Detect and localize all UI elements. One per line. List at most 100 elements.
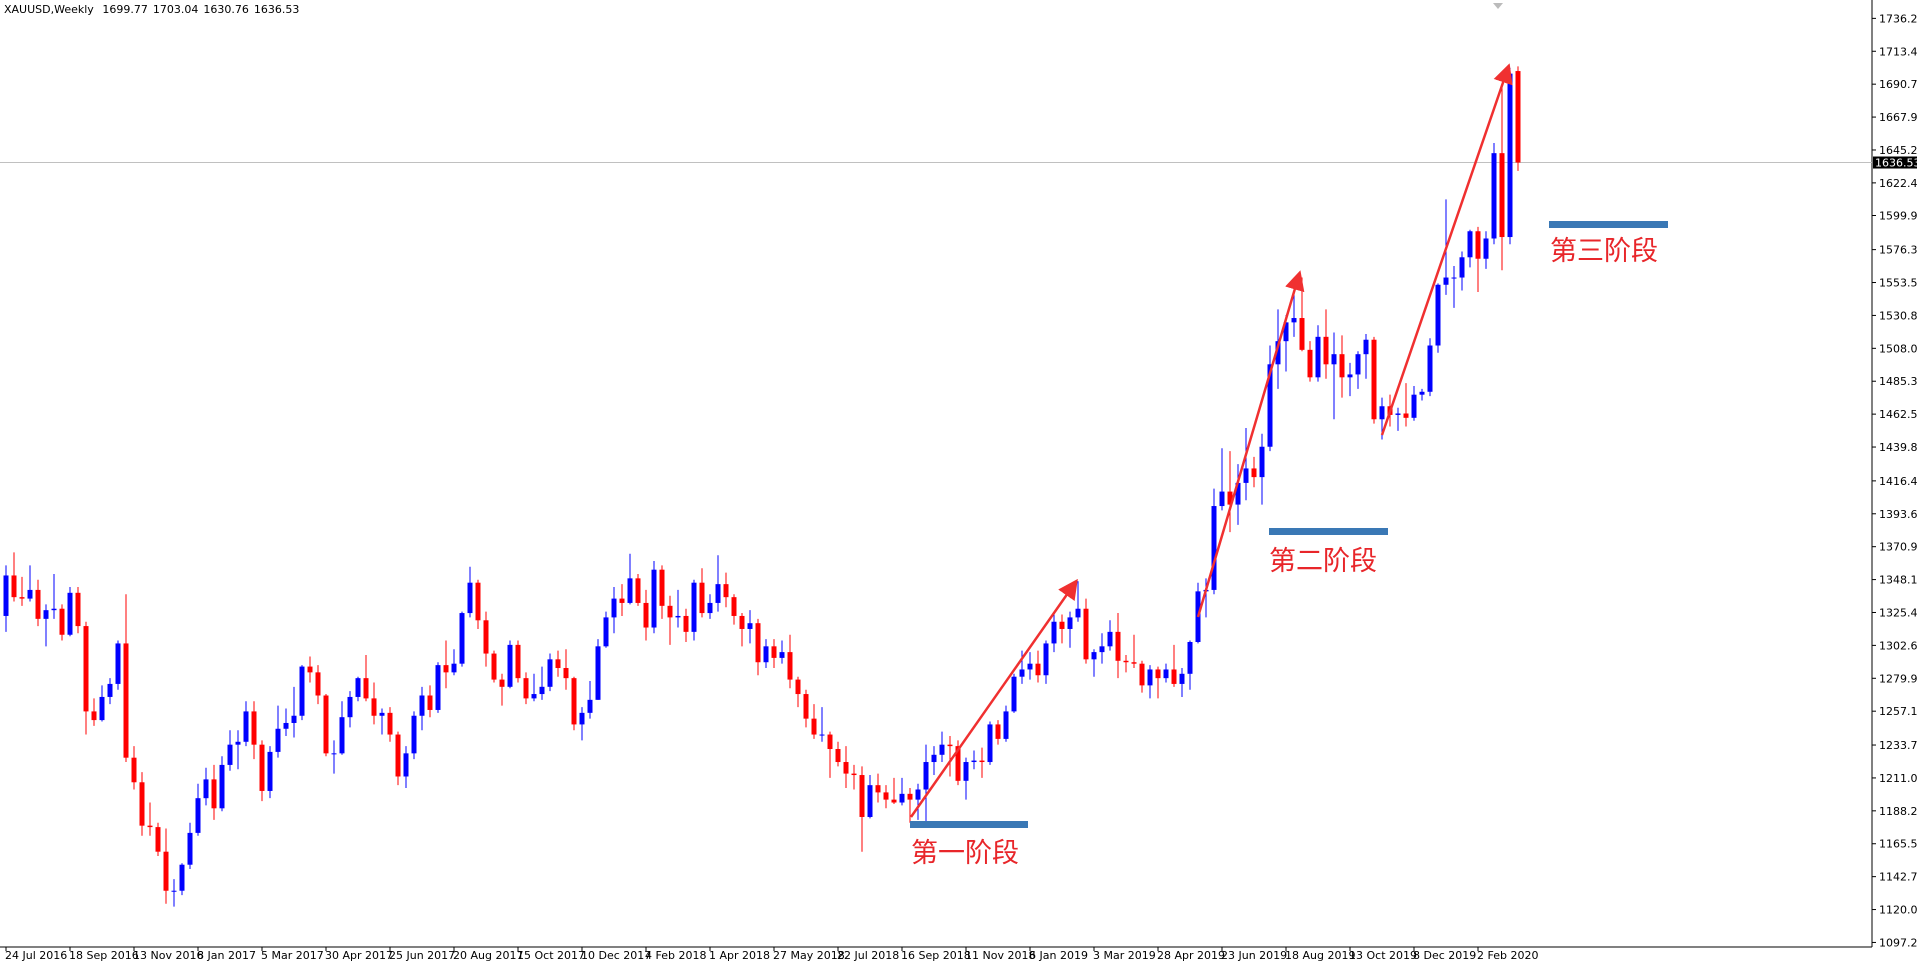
candle-body [1443,277,1449,285]
stage-bar [1269,528,1388,535]
candle-body [723,584,729,598]
candle-body [339,717,345,754]
candle-body [59,608,65,635]
candle-body [1323,336,1329,365]
candle-body [403,753,409,777]
candle-body [595,646,601,700]
x-tick-label: 16 Sep 2018 [901,949,971,962]
y-tick-label: 1142.75 [1879,871,1917,884]
candle-body [483,620,489,654]
x-tick-label: 20 Aug 2017 [453,949,523,962]
candle-body [203,779,209,799]
candle-body [763,646,769,663]
candle-body [267,751,273,791]
candle-body [787,652,793,680]
x-tick-label: 18 Aug 2019 [1285,949,1355,962]
candle-body [1155,669,1161,679]
stage-bar [1549,221,1668,228]
candle-body [523,678,529,699]
x-tick-label: 22 Jul 2018 [837,949,899,962]
candle-body [299,666,305,716]
candle-body [1259,446,1265,478]
candle-body [747,623,753,629]
candle-body [451,663,457,673]
candle-body [803,694,809,719]
candle-body [1467,231,1473,258]
x-tick-label: 13 Oct 2019 [1349,949,1417,962]
candle-body [891,799,897,803]
candle-body [323,695,329,754]
candle-body [667,605,673,618]
candle-body [315,672,321,696]
stage-label: 第二阶段 [1269,546,1377,577]
trend-arrow [1196,270,1305,618]
candle-body [307,666,313,673]
candle-body [1227,491,1233,505]
x-tick-label: 8 Jan 2017 [197,949,256,962]
candle-body [131,757,137,783]
y-tick-label: 1257.15 [1879,705,1917,718]
candle-body [947,744,953,747]
candle-body [355,678,361,697]
trend-arrow [1380,63,1513,436]
candle-body [19,597,25,599]
candle-body [1235,482,1241,505]
x-tick-label: 28 Apr 2019 [1157,949,1225,962]
candle-body [1019,669,1025,677]
candle-body [1307,349,1313,378]
y-tick-label: 1120.00 [1879,904,1917,917]
candle-body [475,582,481,621]
candle-body [651,569,657,628]
candle-body [1059,621,1065,629]
candle-body [1067,617,1073,629]
candle-body [75,592,81,627]
candle-body [91,711,97,721]
candle-body [1403,413,1409,418]
candle-body [531,694,537,699]
candle-body [219,764,225,809]
candle-body [139,782,145,826]
candle-body [171,890,177,892]
candle-body [1147,669,1153,686]
x-tick-label: 10 Dec 2017 [581,949,651,962]
candle-body [459,613,465,664]
candle-body [1491,153,1497,239]
candle-body [707,602,713,614]
stage-bar [910,821,1028,828]
candle-body [1395,413,1401,415]
candle-body [1107,631,1113,647]
candle-body [611,598,617,618]
candle-body [627,578,633,603]
candle-body [1435,284,1441,346]
y-tick-label: 1439.80 [1879,441,1917,454]
candle-body [1483,238,1489,259]
candle-body [963,762,969,781]
candle-body [491,653,497,680]
candle-body [923,762,929,790]
candle-body [155,827,161,852]
candle-body [1211,506,1217,590]
candle-body [1267,364,1273,447]
y-tick-label: 1667.95 [1879,111,1917,124]
candle-body [643,602,649,628]
candle-body [371,698,377,716]
candle-body [43,610,49,619]
candle-body [563,668,569,679]
candle-body [1315,336,1321,378]
candle-body [843,762,849,774]
trend-arrow [909,578,1078,818]
stage-label: 第一阶段 [911,838,1019,869]
candle-body [1363,339,1369,355]
candle-body [1339,354,1345,378]
candle-body [755,623,761,663]
candle-body [587,699,593,713]
candle-body [1371,339,1377,420]
x-tick-label: 24 Jul 2016 [5,949,67,962]
candle-body [507,644,513,687]
candle-body [435,665,441,710]
last-price-box [1873,156,1917,169]
candle-body [187,832,193,865]
candle-body [275,728,281,752]
candle-body [251,711,257,745]
y-tick-label: 1599.90 [1879,209,1917,222]
